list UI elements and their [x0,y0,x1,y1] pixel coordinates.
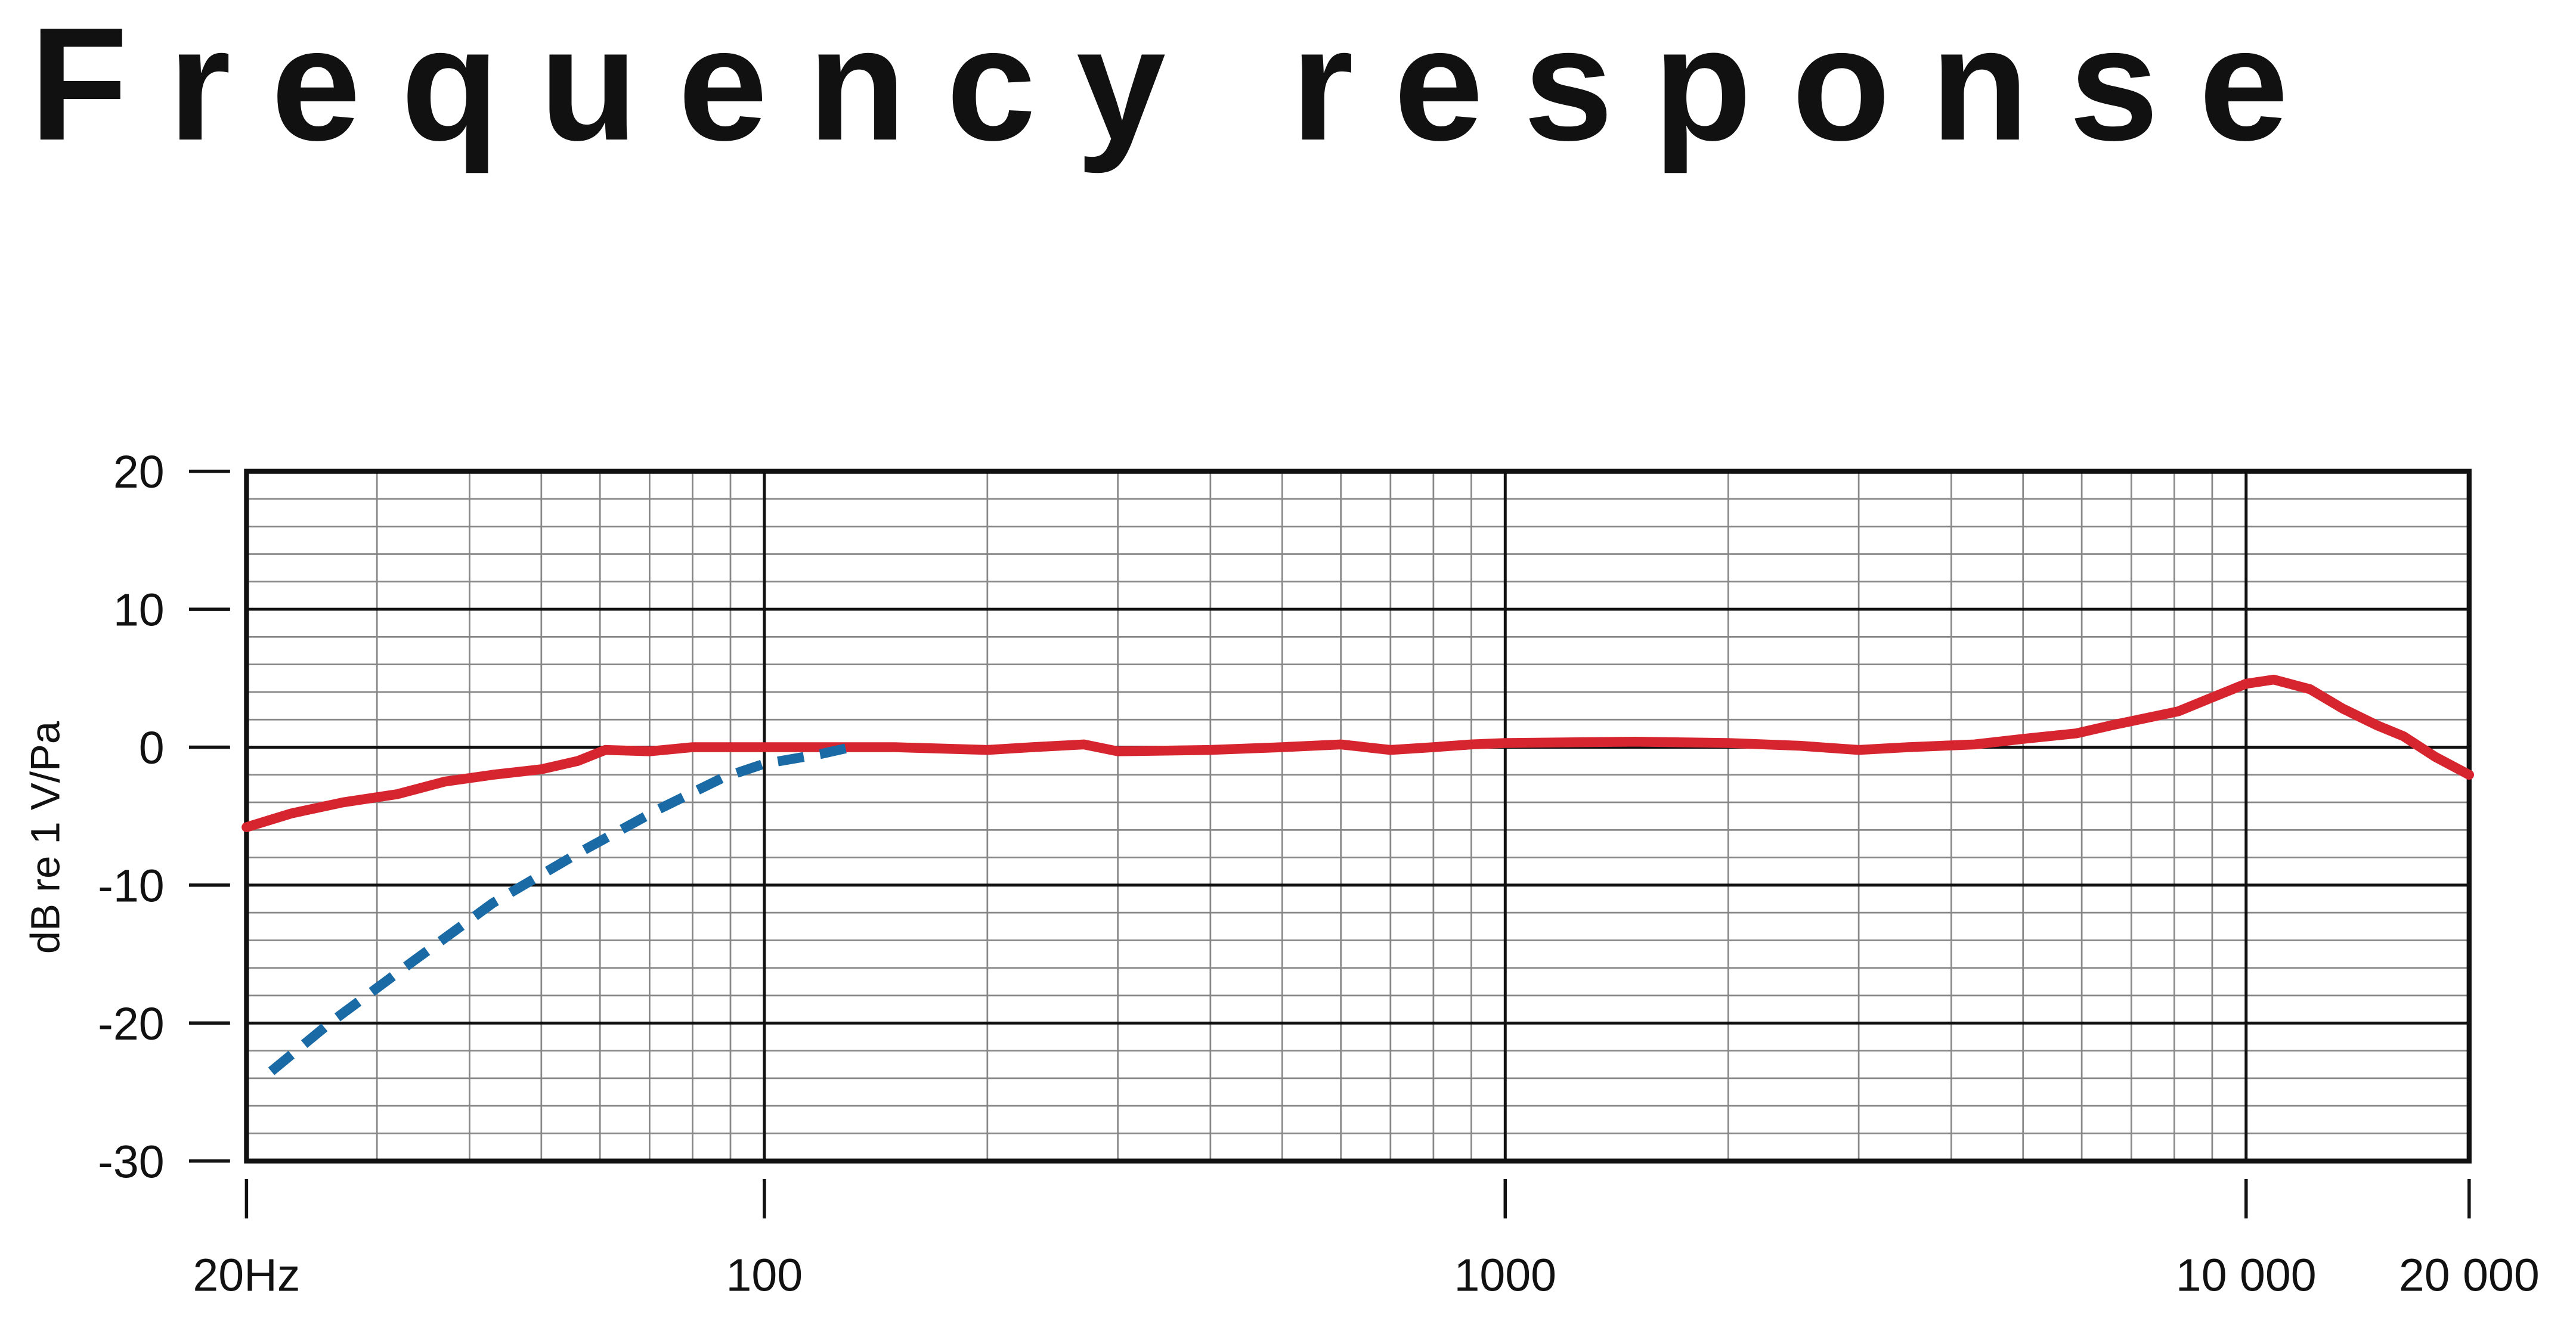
series-line [268,742,853,1075]
y-axis-label: dB re 1 V/Pa [22,721,68,954]
x-tick-label: 20 000 [2399,1249,2540,1301]
x-tick-label: 1000 [1454,1249,1557,1301]
series-line [242,674,2475,832]
chart-title: Frequency response [30,0,2289,175]
x-tick-label: 20Hz [193,1249,300,1301]
y-tick-label: -10 [98,860,164,911]
y-tick-label: -30 [98,1136,164,1187]
y-tick-label: -20 [98,998,164,1050]
x-tick-label: 10 000 [2176,1249,2317,1301]
x-tick-label: 100 [726,1249,803,1301]
y-tick-label: 10 [113,585,165,636]
y-tick-label: 20 [113,446,165,498]
plot-frame [244,469,2472,1164]
y-tick-label: 0 [139,722,165,774]
